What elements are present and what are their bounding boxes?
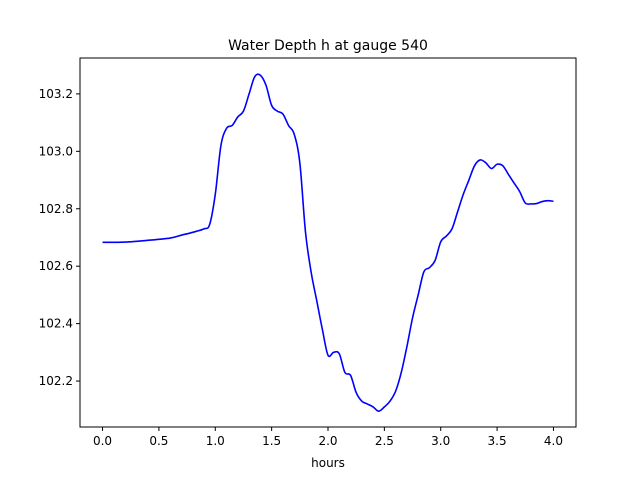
y-tick-label: 103.0 [39, 144, 73, 158]
y-tick-label: 102.4 [39, 317, 73, 331]
x-tick-label: 2.5 [375, 434, 394, 448]
x-tick-label: 0.5 [149, 434, 168, 448]
x-tick-label: 2.0 [318, 434, 337, 448]
y-tick-label: 103.2 [39, 87, 73, 101]
x-tick-label: 1.5 [262, 434, 281, 448]
x-tick-label: 4.0 [544, 434, 563, 448]
chart-title: Water Depth h at gauge 540 [228, 38, 428, 54]
x-tick-label: 3.0 [431, 434, 450, 448]
y-tick-label: 102.6 [39, 259, 73, 273]
x-axis-label: hours [311, 456, 345, 470]
axes-frame [79, 57, 577, 428]
y-axis-ticks: 102.2 102.4 102.6 102.8 103.0 103.2 [39, 87, 80, 388]
y-tick-label: 102.8 [39, 202, 73, 216]
x-tick-label: 3.5 [488, 434, 507, 448]
x-tick-label: 1.0 [206, 434, 225, 448]
x-axis-ticks: 0.0 0.5 1.0 1.5 2.0 2.5 3.0 3.5 4.0 [93, 427, 563, 448]
series-line-water-depth [102, 73, 554, 413]
x-tick-label: 0.0 [93, 434, 112, 448]
y-tick-label: 102.2 [39, 374, 73, 388]
